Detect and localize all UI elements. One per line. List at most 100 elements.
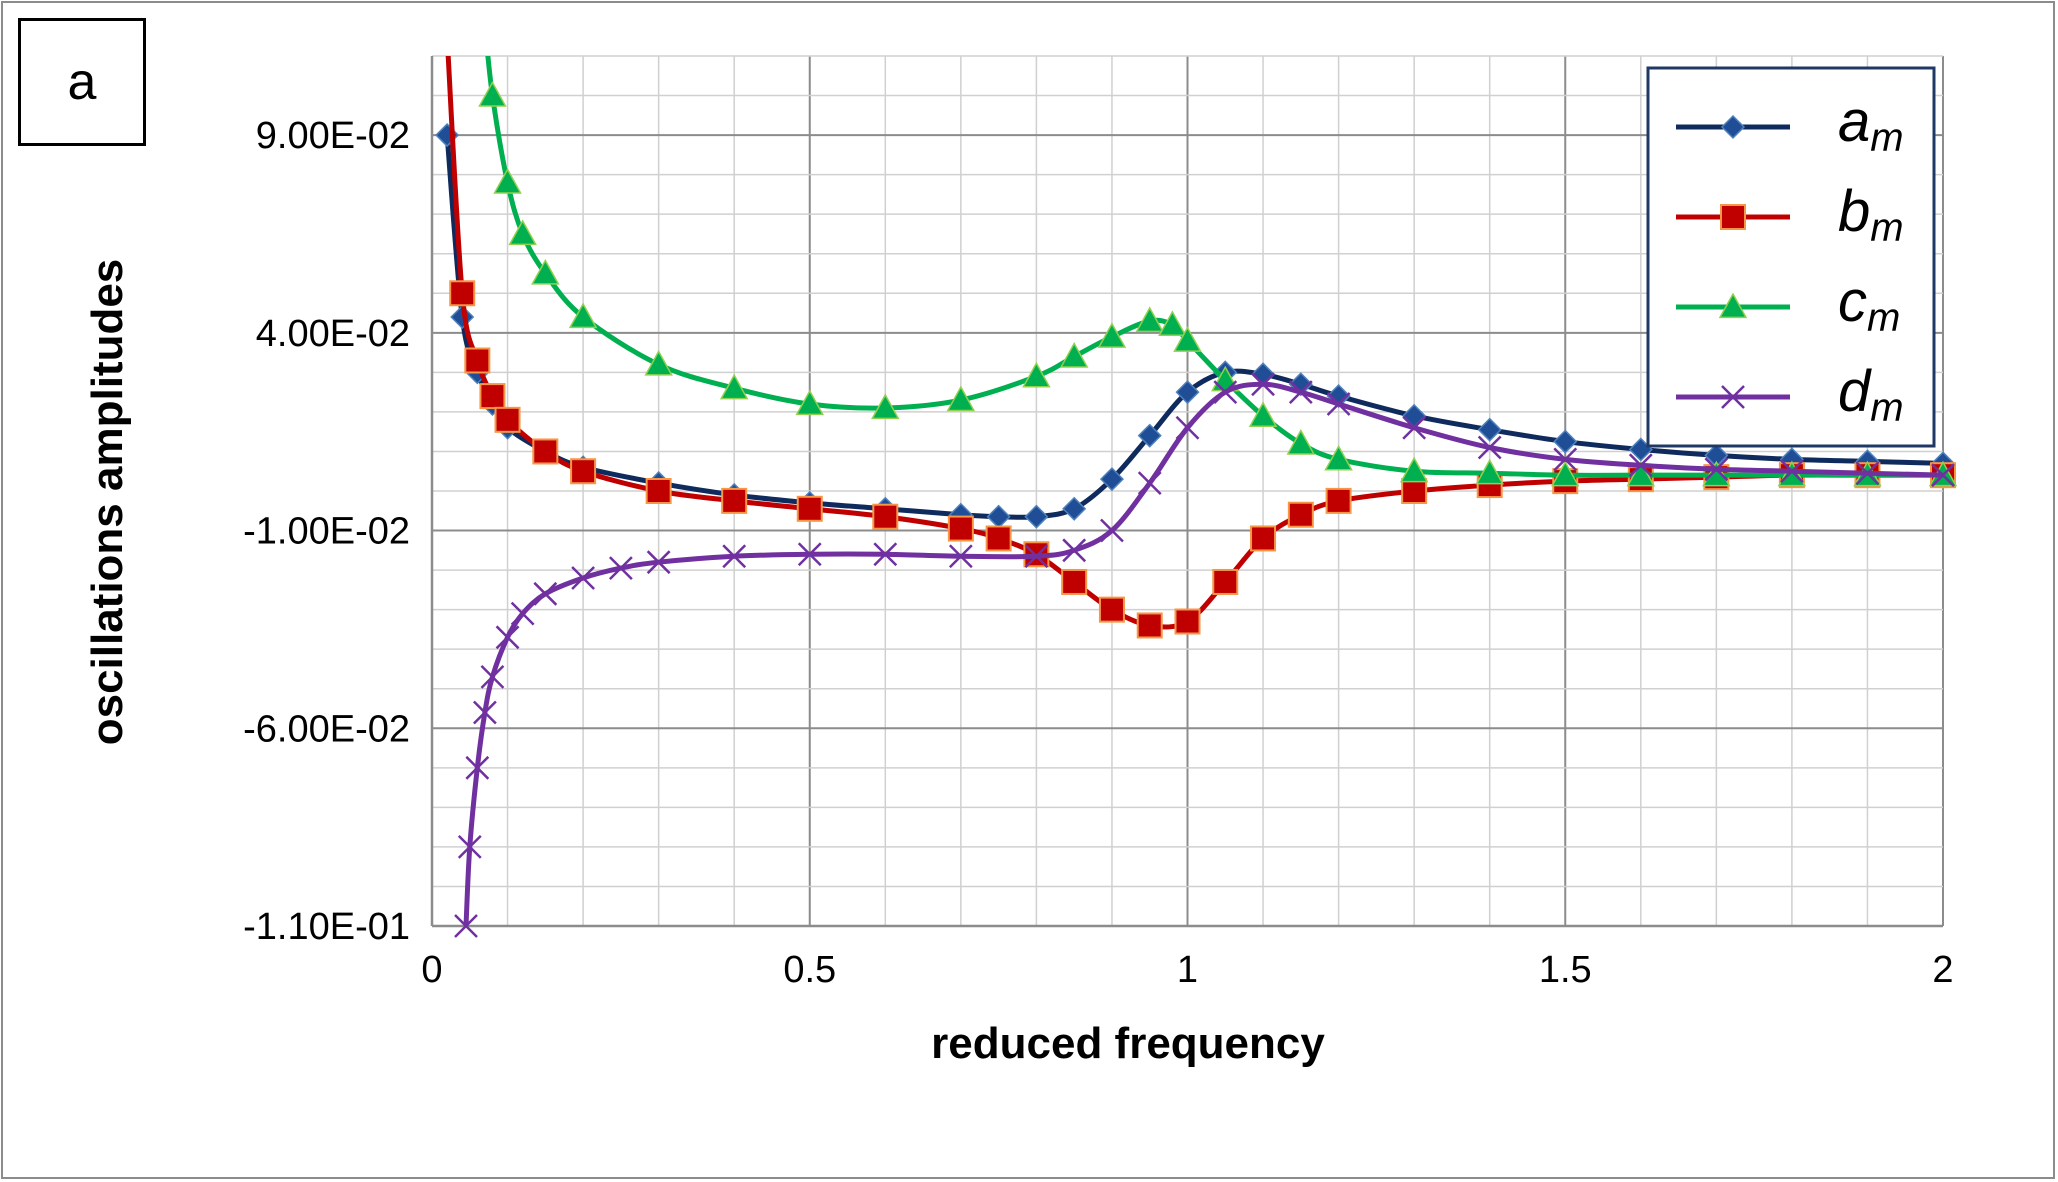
data-point-dm [1062,538,1087,563]
data-point-cm [644,349,673,376]
data-point-cm [531,258,560,285]
data-point-cm [1286,429,1316,455]
data-point-cm [1702,460,1731,487]
data-point-dm [1402,415,1427,440]
data-point-cm [1626,460,1656,487]
data-point-dm [1326,392,1351,416]
data-point-dm [1213,380,1238,405]
data-point-cm [1158,310,1187,337]
data-point-am [1099,467,1125,492]
data-point-bm [494,406,521,433]
data-point-cm [871,393,900,420]
data-point-am [1553,429,1578,454]
data-point-dm [1137,471,1162,495]
tick-labels: 0 0.5 1 1.5 2 -1.10E-01 -6.00E-02 -1.00E-02 4.00… [243,115,1953,991]
data-point-bm [1250,525,1277,552]
data-point-bm [479,383,506,410]
axes [430,56,1943,928]
data-point-bm [1325,487,1352,514]
data-point-bm [1287,501,1314,528]
legend: am bm cm dm [1646,66,1936,448]
data-point-bm [1136,612,1163,639]
data-point-dm [571,566,595,590]
legend-item-cm: cm [1676,269,1900,340]
data-point-dm [873,542,898,567]
data-point-dm [533,581,558,606]
data-point-cm [1248,401,1278,428]
data-point-bm [1401,478,1428,504]
data-point-dm [473,700,497,725]
data-point-bm [1212,568,1239,595]
data-point-cm [508,219,537,246]
x-tick-label: 0.5 [783,949,836,991]
data-point-dm [948,544,973,569]
x-tick-label: 2 [1932,949,1953,991]
data-point-bm [1061,568,1088,595]
data-point-dm [1704,457,1729,482]
data-point-bm [532,438,559,465]
data-point-dm [457,835,482,859]
data-point-cm [493,168,522,194]
series-layer [435,11,1958,938]
data-point-am [1137,423,1162,448]
panel-label: a [18,18,146,146]
data-point-dm [1721,385,1745,409]
data-point-dm [480,664,505,689]
data-point-cm [946,385,976,412]
legend-label: dm [1838,359,1904,430]
data-point-bm [872,503,899,530]
data-point-cm [1475,458,1504,485]
data-point-dm [1251,372,1275,397]
data-point-cm [478,81,507,107]
legend-item-bm: bm [1676,179,1904,250]
data-point-cm [1550,460,1580,487]
data-point-dm [1175,415,1200,440]
data-point-cm [1022,361,1051,388]
data-point-dm [1553,447,1578,472]
data-point-dm [797,542,822,567]
data-point-bm [796,495,823,522]
data-point-cm [795,389,825,416]
y-tick-label: -1.00E-02 [243,511,410,553]
data-point-cm [568,302,598,329]
data-point-dm [495,625,520,650]
data-point-cm [1718,292,1748,319]
data-point-cm [1324,444,1353,471]
data-point-am [1720,114,1746,140]
x-tick-label: 0 [421,949,442,991]
data-point-am [1024,504,1049,529]
data-point-cm [472,11,498,34]
legend-box [1646,66,1936,448]
y-axis-title: oscillations amplitudes [83,259,132,746]
data-point-am [1175,380,1200,405]
data-point-bm [1174,608,1201,635]
data-point-dm [722,544,747,569]
y-tick-label: 4.00E-02 [256,313,410,355]
data-point-bm [449,280,476,307]
data-point-bm [947,515,974,542]
legend-label: am [1838,89,1904,160]
data-point-cm [1059,342,1089,368]
data-point-dm [646,550,671,575]
data-point-am [1477,417,1502,442]
data-point-dm [1780,459,1804,484]
data-point-bm [435,24,459,48]
data-point-dm [608,556,633,580]
data-point-dm [454,914,478,938]
data-point-cm [719,373,749,400]
data-point-dm [1628,453,1653,478]
legend-label: cm [1838,269,1900,340]
y-tick-label: 9.00E-02 [256,115,410,157]
data-point-bm [570,458,597,485]
data-point-dm [1100,518,1124,543]
data-point-dm [1288,380,1313,405]
data-point-cm [1399,456,1429,483]
data-point-bm [721,487,748,514]
data-point-dm [1024,544,1049,569]
data-point-dm [510,601,535,626]
series-dm [454,372,1955,938]
x-tick-label: 1 [1177,949,1198,991]
x-tick-label: 1.5 [1539,949,1592,991]
data-point-bm [985,525,1012,552]
series-line-am [444,134,1944,520]
